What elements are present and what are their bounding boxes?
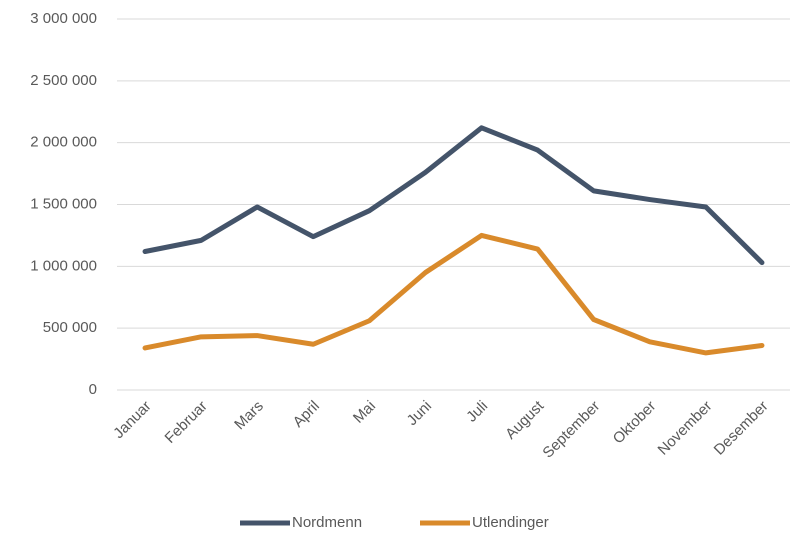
y-tick-label: 500 000 <box>43 319 97 336</box>
x-tick-label: September <box>539 398 603 462</box>
y-tick-label: 3 000 000 <box>30 10 97 27</box>
x-tick-label: August <box>502 397 548 443</box>
x-tick-label: Februar <box>162 398 211 447</box>
x-tick-label: Juli <box>463 398 491 426</box>
data-line <box>142 232 765 356</box>
y-tick-label: 2 000 000 <box>30 134 97 151</box>
x-tick-label: Januar <box>110 398 154 442</box>
x-tick-label: November <box>655 398 716 459</box>
x-tick-label: Oktober <box>610 398 660 448</box>
y-tick-label: 2 500 000 <box>30 72 97 89</box>
y-tick-label: 1 500 000 <box>30 195 97 212</box>
x-tick-label: Mai <box>350 398 379 427</box>
y-tick-label: 0 <box>89 381 97 398</box>
y-tick-label: 1 000 000 <box>30 257 97 274</box>
x-tick-label: Mars <box>231 398 267 434</box>
x-tick-label: Desember <box>711 398 772 459</box>
data-line <box>142 125 765 266</box>
legend-label: Nordmenn <box>292 514 362 531</box>
x-tick-label: April <box>290 398 323 431</box>
legend-label: Utlendinger <box>472 514 549 531</box>
x-tick-label: Juni <box>404 398 435 429</box>
